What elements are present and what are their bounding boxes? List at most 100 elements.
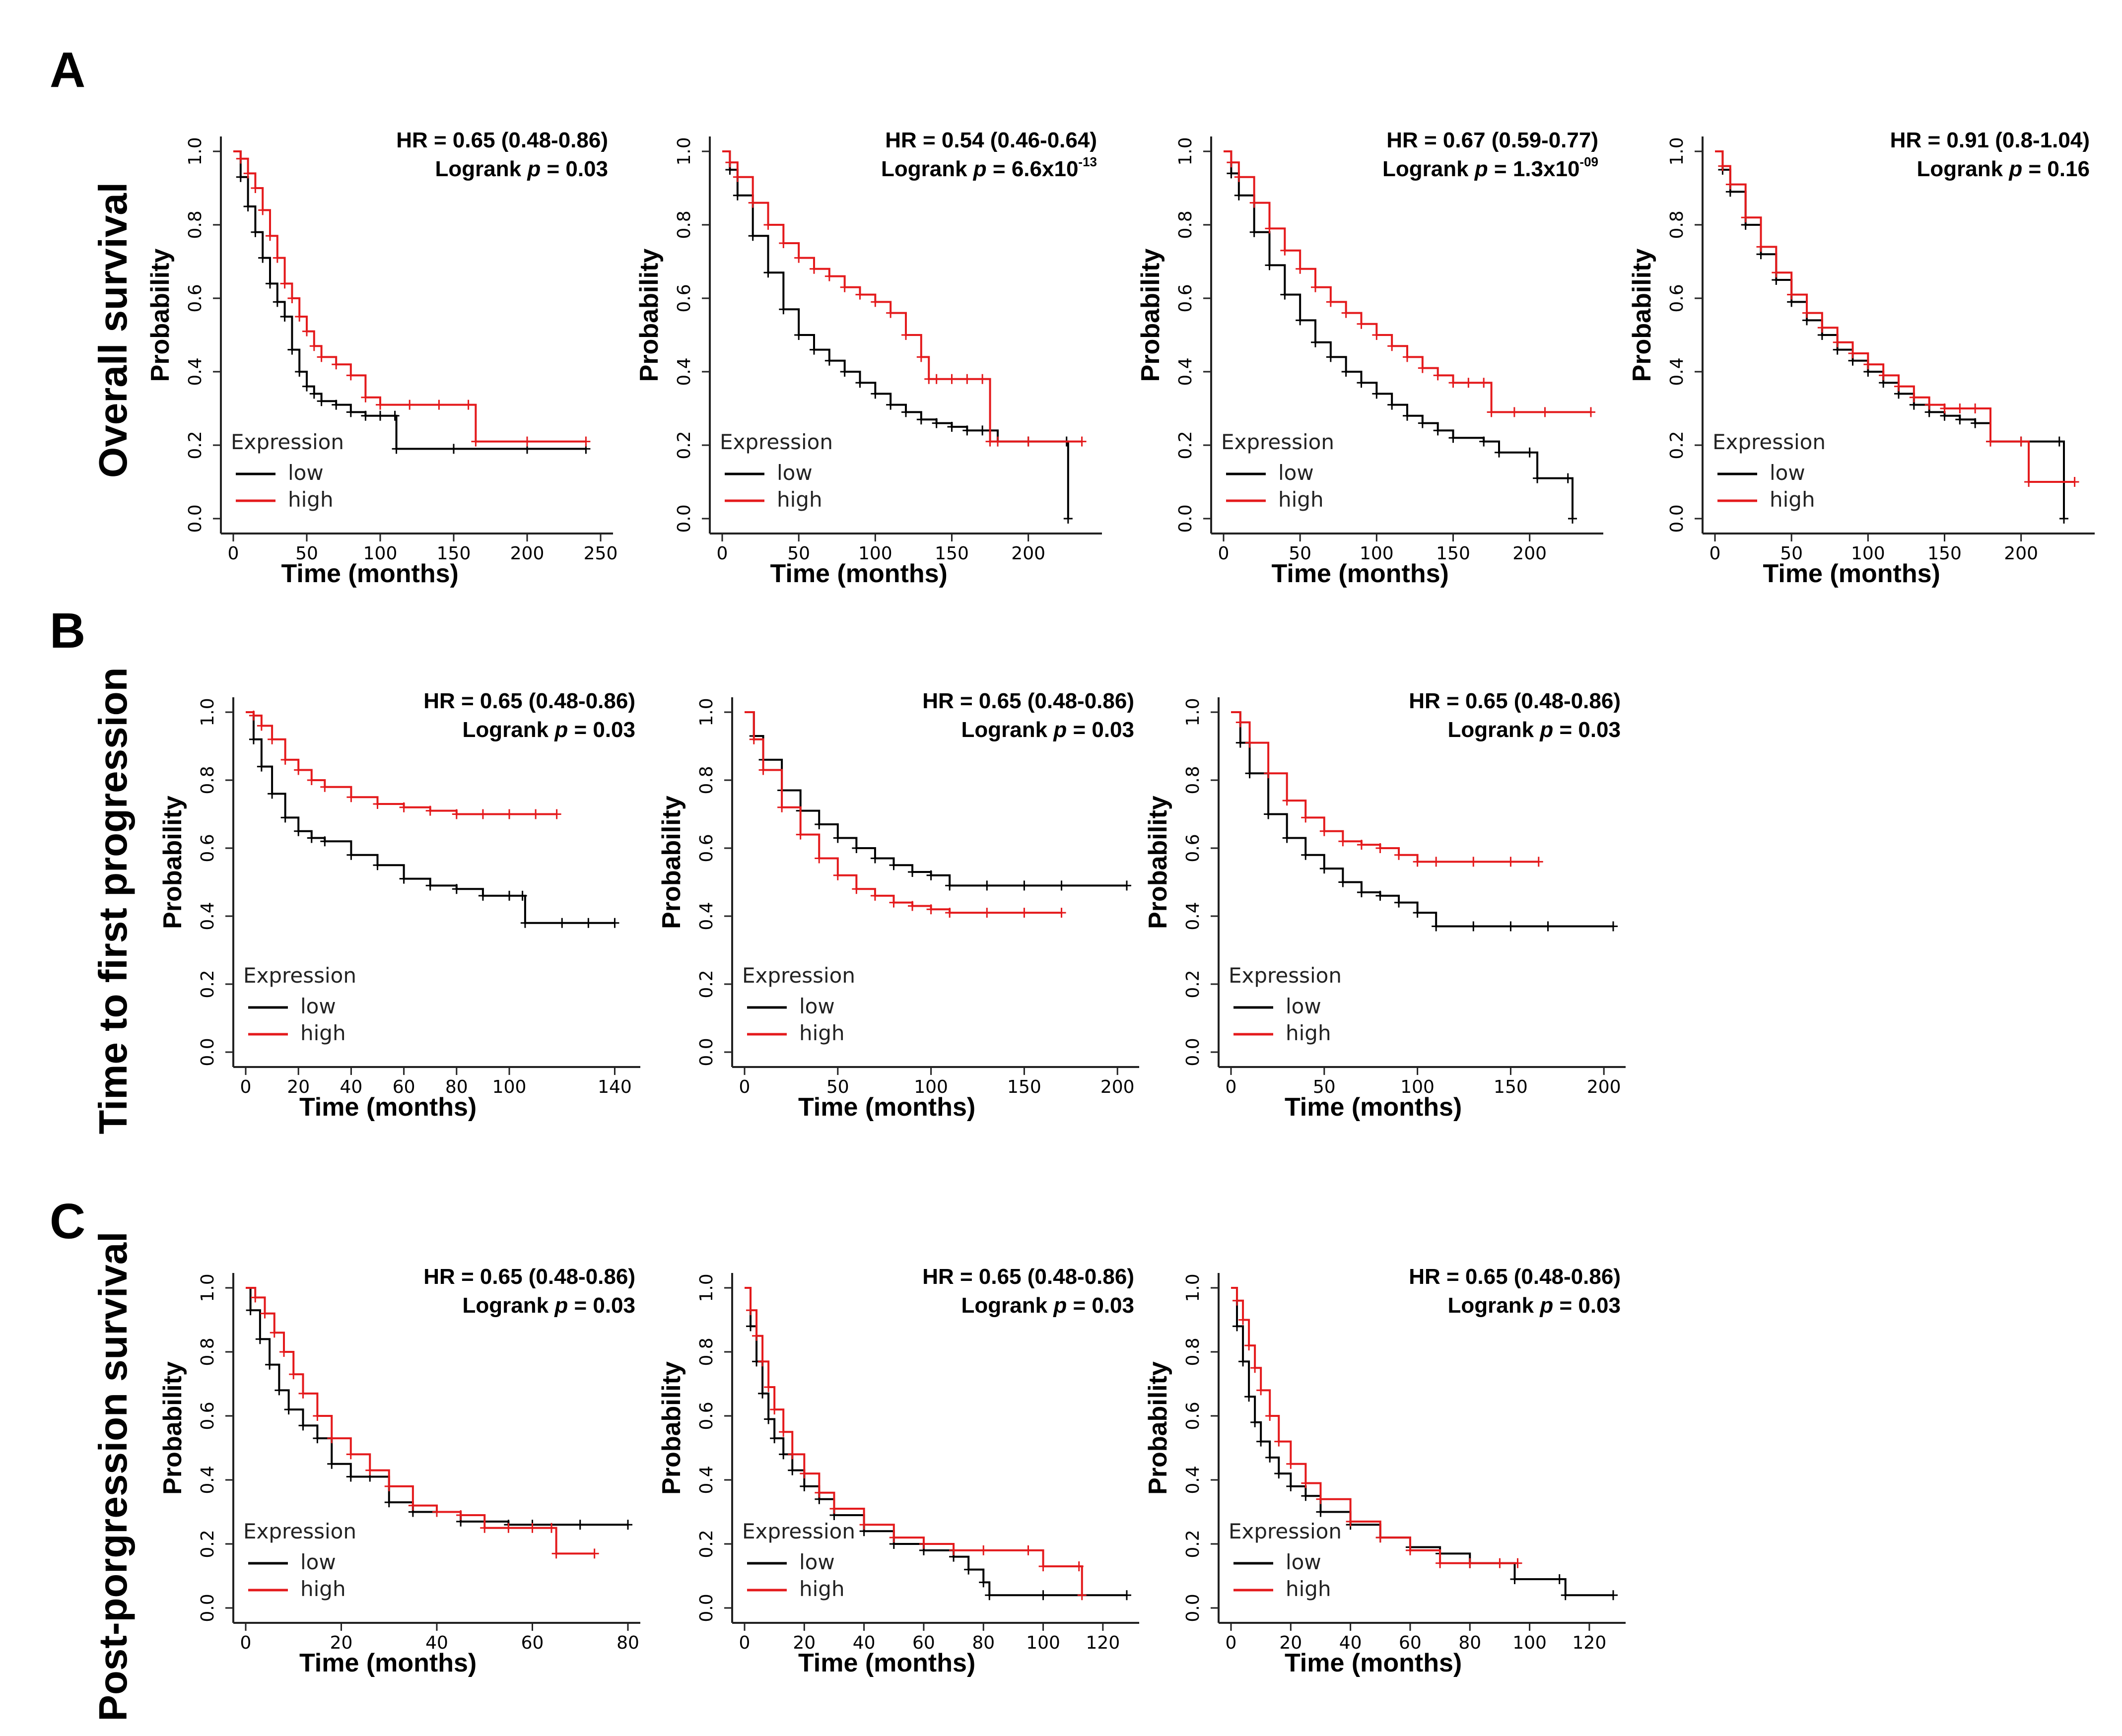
censor-mark-high bbox=[346, 792, 356, 802]
x-tick-label: 50 bbox=[787, 543, 810, 564]
censor-mark-low bbox=[1510, 1574, 1519, 1584]
legend-label-high: high bbox=[288, 487, 334, 512]
x-axis-title: Time (months) bbox=[1763, 559, 1940, 588]
censor-mark-high bbox=[889, 897, 898, 908]
censor-mark-low bbox=[1555, 1574, 1564, 1584]
censor-mark-low bbox=[886, 400, 895, 410]
x-tick-label: 140 bbox=[598, 1077, 632, 1097]
p-symbol: p bbox=[973, 157, 987, 181]
x-tick-label: 20 bbox=[793, 1633, 816, 1653]
censor-mark-low bbox=[246, 1305, 255, 1316]
censor-mark-low bbox=[1375, 890, 1385, 901]
censor-mark-low bbox=[1469, 921, 1478, 932]
censor-mark-high bbox=[1256, 1385, 1266, 1396]
censor-mark-high bbox=[1077, 1590, 1087, 1601]
censor-mark-low bbox=[390, 410, 400, 421]
y-axis-title: Probability bbox=[1136, 249, 1165, 382]
x-tick-label: 0 bbox=[240, 1077, 252, 1097]
p-symbol: p bbox=[554, 718, 568, 742]
x-tick-label: 200 bbox=[1587, 1077, 1621, 1097]
y-tick-label: 0.4 bbox=[1175, 357, 1196, 386]
x-tick-label: 200 bbox=[1100, 1077, 1135, 1097]
censor-mark-high bbox=[405, 400, 414, 410]
censor-mark-low bbox=[309, 389, 319, 399]
censor-mark-high bbox=[945, 908, 955, 918]
censor-mark-high bbox=[552, 809, 561, 819]
censor-mark-high bbox=[1245, 737, 1254, 748]
censor-mark-high bbox=[1725, 179, 1735, 190]
censor-mark-low bbox=[1244, 1392, 1254, 1402]
censor-mark-high bbox=[280, 278, 289, 289]
censor-mark-high bbox=[531, 809, 541, 819]
censor-mark-low bbox=[251, 227, 260, 237]
censor-mark-high bbox=[758, 1356, 767, 1367]
y-tick-label: 0.2 bbox=[198, 970, 218, 998]
y-axis-title: Probability bbox=[158, 1361, 187, 1495]
censor-mark-high bbox=[833, 870, 842, 880]
y-tick-label: 0.6 bbox=[1183, 834, 1203, 862]
censor-mark-low bbox=[376, 410, 385, 421]
y-tick-label: 1.0 bbox=[1175, 137, 1196, 165]
censor-mark-low bbox=[623, 1520, 632, 1530]
censor-mark-high bbox=[924, 374, 934, 384]
censor-mark-low bbox=[268, 789, 277, 799]
x-tick-label: 150 bbox=[437, 543, 471, 564]
censor-mark-high bbox=[1909, 392, 1918, 402]
censor-mark-high bbox=[779, 1427, 788, 1437]
censor-mark-low bbox=[1232, 1321, 1242, 1332]
censor-mark-low bbox=[1525, 447, 1534, 458]
censor-mark-high bbox=[243, 168, 253, 179]
censor-mark-low bbox=[733, 190, 742, 200]
censor-mark-high bbox=[1074, 1561, 1084, 1572]
censor-mark-high bbox=[280, 754, 290, 765]
p-symbol: p bbox=[1539, 1293, 1553, 1318]
censor-mark-high bbox=[551, 1548, 561, 1559]
x-tick-label: 150 bbox=[1007, 1077, 1041, 1097]
y-tick-label: 0.4 bbox=[185, 357, 205, 386]
censor-mark-low bbox=[855, 378, 865, 388]
censor-mark-high bbox=[1534, 857, 1543, 867]
legend-title: Expression bbox=[1221, 430, 1334, 454]
censor-mark-low bbox=[962, 425, 972, 436]
censor-mark-low bbox=[1301, 1491, 1310, 1501]
legend-title: Expression bbox=[243, 1519, 356, 1543]
panel-letter-c: C bbox=[50, 1194, 85, 1249]
censor-mark-low bbox=[1568, 514, 1577, 524]
censor-mark-high bbox=[1232, 1295, 1242, 1306]
x-tick-label: 20 bbox=[287, 1077, 310, 1097]
censor-mark-high bbox=[2070, 477, 2079, 487]
legend-label-low: low bbox=[1278, 461, 1314, 485]
censor-mark-low bbox=[1609, 1590, 1618, 1601]
censor-mark-low bbox=[1495, 447, 1504, 458]
censor-mark-high bbox=[258, 205, 268, 215]
censor-mark-high bbox=[1319, 826, 1329, 836]
censor-mark-high bbox=[1955, 403, 1965, 413]
censor-mark-high bbox=[1057, 908, 1066, 918]
y-tick-label: 0.6 bbox=[198, 834, 218, 862]
x-tick-label: 80 bbox=[616, 1633, 639, 1653]
y-tick-label: 1.0 bbox=[674, 137, 694, 165]
censor-mark-high bbox=[1280, 245, 1290, 256]
logrank-annotation: Logrank p = 6.6x10-13 bbox=[881, 154, 1097, 181]
censor-mark-high bbox=[1465, 1558, 1475, 1568]
y-tick-label: 0.0 bbox=[1183, 1038, 1203, 1066]
censor-mark-low bbox=[287, 344, 297, 355]
censor-mark-high bbox=[1326, 297, 1335, 307]
censor-mark-high bbox=[1586, 407, 1595, 417]
x-tick-label: 100 bbox=[363, 543, 398, 564]
panel-letter-a: A bbox=[50, 42, 85, 98]
y-tick-label: 0.2 bbox=[1183, 1530, 1203, 1558]
censor-mark-low bbox=[384, 1497, 394, 1508]
censor-mark-high bbox=[480, 1523, 489, 1533]
y-tick-label: 0.8 bbox=[198, 766, 218, 794]
censor-mark-low bbox=[1256, 1436, 1266, 1447]
censor-mark-low bbox=[298, 1420, 308, 1431]
censor-mark-high bbox=[916, 352, 926, 362]
censor-mark-low bbox=[478, 890, 487, 901]
censor-mark-low bbox=[947, 422, 957, 432]
censor-mark-low bbox=[257, 761, 266, 772]
y-tick-label: 0.4 bbox=[198, 902, 218, 930]
censor-mark-low bbox=[1533, 473, 1542, 483]
x-tick-label: 100 bbox=[1851, 543, 1885, 564]
x-tick-label: 20 bbox=[1279, 1633, 1302, 1653]
